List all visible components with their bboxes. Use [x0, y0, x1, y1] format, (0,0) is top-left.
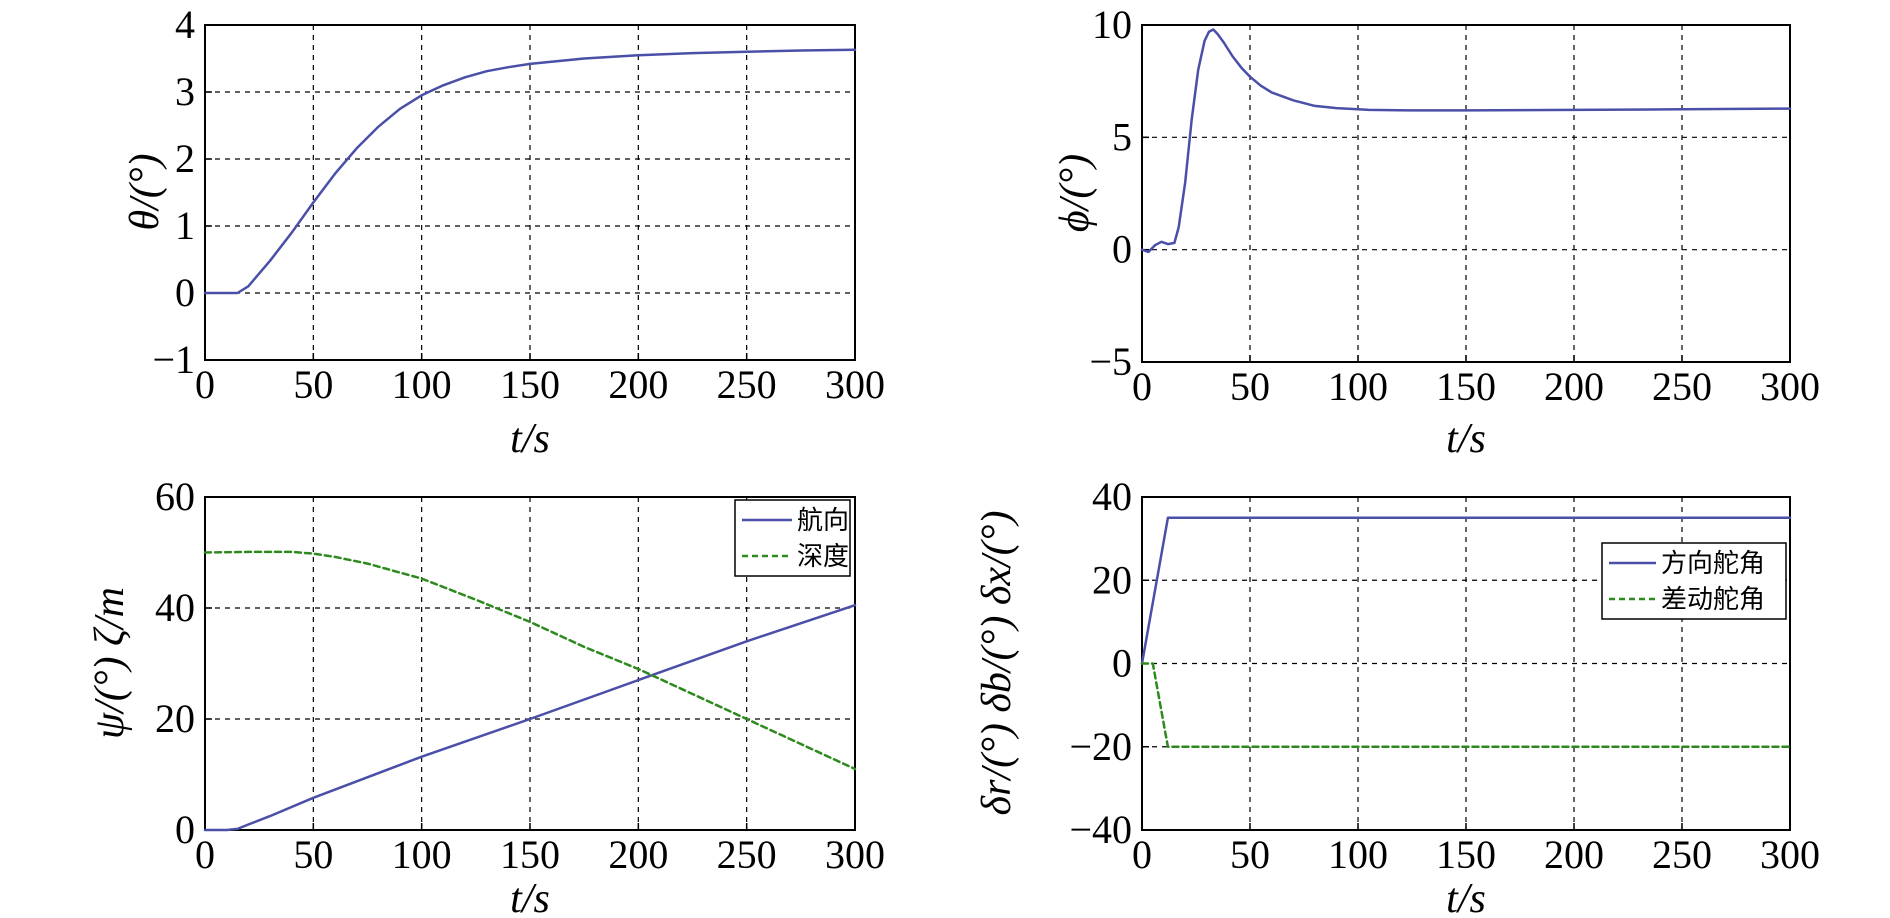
y-tick-label: −5: [1089, 339, 1132, 384]
series-line-0: [203, 603, 857, 832]
y-tick-label: 40: [1092, 474, 1132, 519]
x-tick-label: 100: [392, 832, 452, 877]
y-tick-labels: −5 0 5 10: [1089, 2, 1132, 384]
chart-rudder-angles: 0 50 100 150 200 250 300 −40 −20 0 20 40 t/s δr/(°…: [974, 474, 1820, 918]
legend: 方向舵角 差动舵角: [1601, 542, 1787, 620]
y-tick-label: 60: [155, 474, 195, 519]
series-layer: [1140, 516, 1792, 749]
x-tick-label: 300: [1760, 832, 1820, 877]
y-tick-label: 3: [175, 69, 195, 114]
x-tick-label: 250: [717, 832, 777, 877]
y-axis-label: ϕ/(°): [1052, 154, 1098, 232]
legend-label-heading: 航向: [797, 506, 849, 536]
series-line-1: [1140, 662, 1792, 749]
gridlines: [1141, 24, 1791, 363]
x-tick-labels: 0 50 100 150 200 250 300: [1132, 364, 1820, 409]
y-axis-label: θ/(°): [122, 153, 168, 230]
y-tick-label: 10: [1092, 2, 1132, 47]
series-line-0: [1140, 516, 1792, 665]
x-tick-label: 50: [1230, 364, 1270, 409]
x-tick-labels: 0 50 100 150 200 250 300: [195, 362, 885, 407]
x-axis-label: t/s: [1446, 876, 1486, 918]
y-axis-label: δr/(°) δb/(°) δx/(°): [974, 511, 1020, 816]
x-tick-label: 250: [1652, 364, 1712, 409]
y-tick-label: 2: [175, 136, 195, 181]
chart-psi-zeta: 0 50 100 150 200 250 300 0 20 40 60 t/s ψ/(°) ζ/m…: [87, 474, 885, 918]
x-tick-label: 150: [1436, 832, 1496, 877]
legend: 航向 深度: [734, 499, 851, 577]
y-tick-label: −1: [152, 337, 195, 382]
y-tick-labels: 0 20 40 60: [155, 474, 195, 852]
legend-box: [734, 499, 851, 577]
x-tick-label: 300: [1760, 364, 1820, 409]
y-tick-label: 4: [175, 2, 195, 47]
y-tick-labels: −1 0 1 2 3 4: [152, 2, 195, 382]
x-axis-label: t/s: [510, 416, 550, 462]
x-axis-label: t/s: [1446, 416, 1486, 462]
y-tick-label: 1: [175, 203, 195, 248]
y-tick-label: −20: [1069, 724, 1132, 769]
y-tick-label: 40: [155, 585, 195, 630]
y-tick-label: 20: [155, 696, 195, 741]
y-tick-label: 20: [1092, 557, 1132, 602]
y-tick-labels: −40 −20 0 20 40: [1069, 474, 1132, 852]
series-line-0: [1140, 28, 1792, 254]
x-tick-label: 200: [1544, 364, 1604, 409]
series-line-1: [203, 550, 857, 771]
series-layer: [203, 48, 857, 295]
y-tick-label: 5: [1112, 114, 1132, 159]
x-tick-label: 300: [825, 832, 885, 877]
y-tick-label: 0: [1112, 641, 1132, 686]
x-tick-label: 50: [293, 362, 333, 407]
x-tick-labels: 0 50 100 150 200 250 300: [1132, 832, 1820, 877]
x-tick-label: 150: [500, 362, 560, 407]
x-tick-label: 50: [293, 832, 333, 877]
x-tick-label: 250: [717, 362, 777, 407]
x-tick-label: 100: [1328, 364, 1388, 409]
series-layer: [203, 550, 857, 832]
series-layer: [1140, 28, 1792, 254]
x-tick-label: 50: [1230, 832, 1270, 877]
x-tick-label: 0: [1132, 364, 1152, 409]
y-tick-label: 0: [175, 270, 195, 315]
y-axis-label: ψ/(°) ζ/m: [87, 587, 133, 739]
x-tick-label: 150: [1436, 364, 1496, 409]
x-tick-label: 200: [608, 832, 668, 877]
x-tick-label: 0: [1132, 832, 1152, 877]
legend-box: [1601, 542, 1787, 620]
x-tick-labels: 0 50 100 150 200 250 300: [195, 832, 885, 877]
y-tick-label: 0: [1112, 227, 1132, 272]
x-tick-label: 250: [1652, 832, 1712, 877]
series-line-0: [203, 48, 857, 295]
x-tick-label: 300: [825, 362, 885, 407]
x-tick-label: 100: [1328, 832, 1388, 877]
legend-label-differential: 差动舵角: [1661, 585, 1765, 615]
x-tick-label: 0: [195, 832, 215, 877]
x-tick-label: 150: [500, 832, 560, 877]
legend-label-depth: 深度: [797, 542, 849, 572]
x-tick-label: 100: [392, 362, 452, 407]
x-axis-label: t/s: [510, 876, 550, 918]
gridlines: [204, 24, 856, 361]
y-tick-label: 0: [175, 807, 195, 852]
x-tick-label: 0: [195, 362, 215, 407]
legend-label-rudder: 方向舵角: [1661, 549, 1765, 579]
x-tick-label: 200: [1544, 832, 1604, 877]
y-tick-label: −40: [1069, 807, 1132, 852]
x-tick-label: 200: [608, 362, 668, 407]
